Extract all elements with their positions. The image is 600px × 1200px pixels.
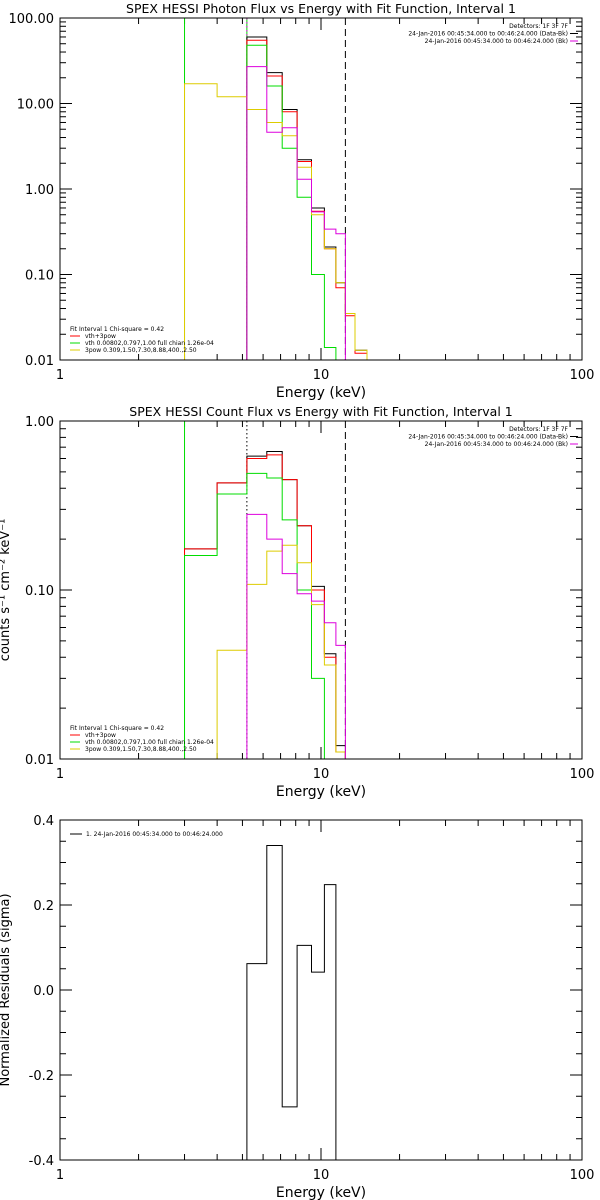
x-tick-label: 100 [570, 767, 595, 782]
series-line [246, 36, 368, 360]
series-line [246, 44, 337, 360]
y-tick-label: 1.00 [25, 183, 54, 198]
header-line: 24-Jan-2016 00:45:34.000 to 00:46:24.000… [408, 31, 568, 38]
x-tick-label: 1 [56, 767, 64, 782]
x-tick-label: 100 [570, 1168, 595, 1183]
header-line: 24-Jan-2016 00:45:34.000 to 00:46:24.000… [425, 38, 568, 45]
legend-entry: 3pow 0.309,1.50,7.30,8.88,400.,2.50 [85, 347, 197, 354]
y-tick-label: 0.4 [33, 814, 54, 829]
y-axis-label: Normalized Residuals (sigma) [0, 893, 13, 1086]
y-tick-label: 0.01 [25, 354, 54, 369]
legend-entry: 1. 24-Jan-2016 00:45:34.000 to 00:46:24.… [86, 831, 223, 838]
x-tick-label: 10 [313, 1168, 330, 1183]
plot-frame [59, 819, 583, 1161]
x-tick-label: 1 [56, 368, 64, 383]
legend-entry: 3pow 0.309,1.50,7.30,8.88,400.,2.50 [85, 746, 197, 753]
x-axis-label: Energy (keV) [276, 784, 366, 800]
series-line [246, 66, 346, 360]
series-line [246, 513, 346, 759]
fit-label: Fit Interval 1 Chi-square = 0.42 [70, 326, 164, 333]
plot-panel-3: 1 10 100 -0.4 -0.2 0.0 0.2 0.4 Energy (keV) Norma… [0, 814, 594, 1200]
chart-title: SPEX HESSI Count Flux vs Energy with Fit… [129, 404, 512, 419]
series-line [246, 39, 368, 360]
legend-entry: vth 0.00802,0.797,1.00 full chian 1.26e-… [85, 739, 214, 746]
header-line: 24-Jan-2016 00:45:34.000 to 00:46:24.000… [408, 434, 568, 441]
plot-frame [59, 420, 583, 760]
y-tick-label: 0.0 [33, 984, 54, 999]
y-tick-label: -0.2 [29, 1069, 54, 1084]
y-tick-label: 100.00 [9, 12, 55, 27]
y-tick-label: 10.00 [17, 98, 54, 113]
series-line [184, 472, 337, 759]
y-tick-label: 0.01 [25, 753, 54, 768]
x-axis-label: Energy (keV) [276, 1185, 366, 1200]
data-layer [184, 18, 368, 360]
data-layer [246, 845, 348, 1160]
data-layer [184, 421, 346, 759]
x-tick-label: 100 [570, 368, 595, 383]
x-tick-label: 10 [313, 368, 330, 383]
legend-entry: vth+3pow [85, 333, 116, 340]
y-tick-label: 0.10 [25, 584, 54, 599]
x-tick-label: 1 [56, 1168, 64, 1183]
header-line: Detectors: 1F 3F 7F [509, 23, 568, 30]
plot-panel-1: SPEX HESSI Photon Flux vs Energy with Fi… [9, 1, 595, 401]
legend-entry: vth+3pow [85, 732, 116, 739]
y-tick-label: 1.00 [25, 415, 54, 430]
y-tick-label: 0.10 [25, 269, 54, 284]
series-line [184, 83, 368, 360]
series-line [246, 845, 348, 1160]
series-line [184, 451, 346, 759]
y-tick-label: -0.4 [29, 1154, 54, 1169]
legend-entry: vth 0.00802,0.797,1.00 full chian 1.26e-… [85, 340, 214, 347]
chart-title: SPEX HESSI Photon Flux vs Energy with Fi… [126, 1, 516, 16]
header-line: 24-Jan-2016 00:45:34.000 to 00:46:24.000… [425, 441, 568, 448]
y-tick-label: 0.2 [33, 899, 54, 914]
y-axis-label: counts s⁻¹ cm⁻² keV⁻¹ [0, 519, 13, 662]
plot-frame [59, 17, 583, 361]
header-line: Detectors: 1F 3F 7F [509, 426, 568, 433]
fit-label: Fit Interval 1 Chi-square = 0.42 [70, 725, 164, 732]
x-tick-label: 10 [313, 767, 330, 782]
x-axis-label: Energy (keV) [276, 385, 366, 401]
series-line [184, 454, 346, 759]
series-line [184, 544, 346, 759]
plot-panel-2: SPEX HESSI Count Flux vs Energy with Fit… [0, 404, 594, 800]
